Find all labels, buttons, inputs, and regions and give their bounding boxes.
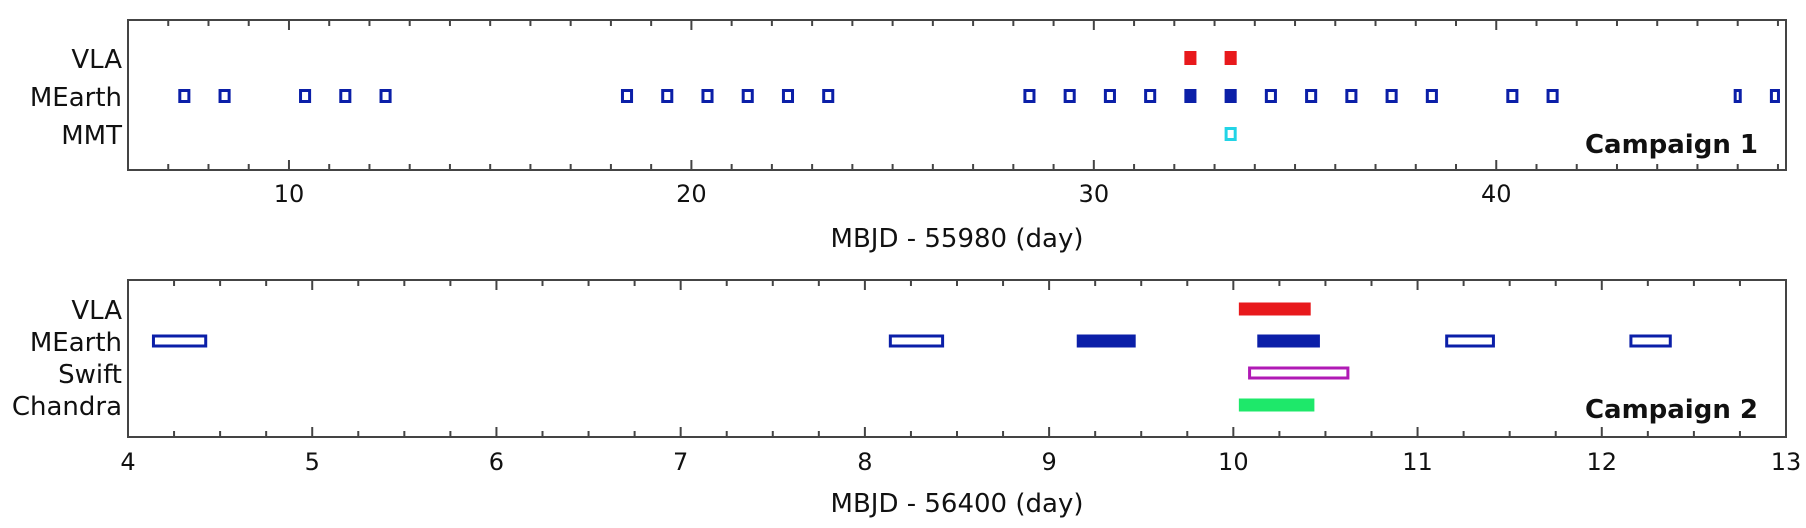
mearth-observation: [1144, 89, 1157, 103]
mearth-observation: [1445, 334, 1495, 348]
campaign-1-x-axis-label: MBJD - 55980 (day): [831, 224, 1084, 254]
x-tick-label: 11: [1402, 448, 1433, 476]
mearth-observation: [1305, 89, 1318, 103]
x-tick-label: 8: [857, 448, 872, 476]
campaign-2-tick-labels: 4 5 6 7 8 9 10 11 12 13: [120, 448, 1801, 476]
mearth-observation: [178, 89, 191, 103]
campaign-2-row-label-chandra: Chandra: [12, 392, 122, 422]
x-tick-label: 9: [1041, 448, 1056, 476]
mearth-observation: [218, 89, 231, 103]
campaign-1-row-label-vla: VLA: [71, 45, 122, 75]
chandra-observation: [1238, 398, 1315, 412]
campaign-1-annotation: Campaign 1: [1585, 130, 1758, 160]
x-tick-label: 12: [1587, 448, 1618, 476]
mearth-observation: [1076, 334, 1136, 348]
mearth-observation: [822, 89, 835, 103]
campaign-1-axes-frame: [127, 19, 1787, 171]
x-tick-label: 7: [673, 448, 688, 476]
campaign-2-axes-frame: [127, 279, 1787, 438]
x-tick-label: 30: [1079, 180, 1110, 208]
campaign-1-observations: [178, 51, 1780, 141]
mearth-observation: [1425, 89, 1438, 103]
mearth-observation: [1733, 89, 1742, 103]
campaign-1-ticks: [127, 20, 1779, 170]
mearth-observation: [1506, 89, 1519, 103]
campaign-2-panel: VLA MEarth Swift Chandra Campaign 2 4 5 6 7…: [12, 279, 1801, 519]
mearth-observation: [1629, 334, 1672, 348]
campaign-1-row-label-mmt: MMT: [61, 121, 122, 151]
campaign-2-x-axis-label: MBJD - 56400 (day): [831, 489, 1084, 519]
mearth-observation: [620, 89, 634, 103]
x-tick-label: 10: [1218, 448, 1249, 476]
campaign-1-row-label-mearth: MEarth: [30, 83, 122, 113]
x-tick-label: 20: [676, 180, 707, 208]
mearth-observation: [1264, 89, 1277, 103]
x-tick-label: 5: [305, 448, 320, 476]
campaign-2-observations: [151, 302, 1672, 412]
swift-observation: [1248, 366, 1350, 380]
x-tick-label: 4: [120, 448, 135, 476]
mearth-observation: [1224, 89, 1237, 103]
mearth-observation: [701, 89, 714, 103]
mearth-observation: [1345, 89, 1358, 103]
x-tick-label: 10: [274, 180, 305, 208]
mearth-observation: [1257, 334, 1320, 348]
mearth-observation: [1546, 89, 1559, 103]
mearth-observation: [781, 89, 795, 103]
x-tick-label: 40: [1481, 180, 1512, 208]
mearth-observation: [379, 89, 392, 103]
mearth-observation: [299, 89, 312, 103]
campaign-2-ticks: [127, 280, 1787, 437]
mearth-observation: [1023, 89, 1036, 103]
x-tick-label: 6: [489, 448, 504, 476]
mearth-observation: [1385, 89, 1398, 103]
campaign-2-row-label-swift: Swift: [58, 360, 122, 390]
mearth-observation: [1184, 89, 1197, 103]
mearth-observation: [1063, 89, 1076, 103]
vla-observation: [1184, 51, 1197, 65]
campaign-2-row-label-vla: VLA: [71, 296, 122, 326]
mearth-observation: [1103, 89, 1116, 103]
campaign-1-tick-labels: 10 20 30 40: [274, 180, 1512, 208]
mearth-observation: [741, 89, 754, 103]
campaign-2-row-label-mearth: MEarth: [30, 328, 122, 358]
mearth-observation: [339, 89, 352, 103]
mearth-observation: [661, 89, 674, 103]
x-tick-label: 13: [1771, 448, 1802, 476]
mearth-observation: [151, 334, 208, 348]
mearth-observation: [1769, 89, 1780, 103]
vla-observation: [1238, 302, 1311, 316]
mearth-observation: [888, 334, 945, 348]
campaign-1-panel: VLA MEarth MMT Campaign 1 10 20 30 40 MBJD …: [30, 19, 1787, 254]
campaign-2-annotation: Campaign 2: [1585, 395, 1758, 425]
vla-observation: [1224, 51, 1237, 65]
mmt-observation: [1224, 127, 1237, 141]
